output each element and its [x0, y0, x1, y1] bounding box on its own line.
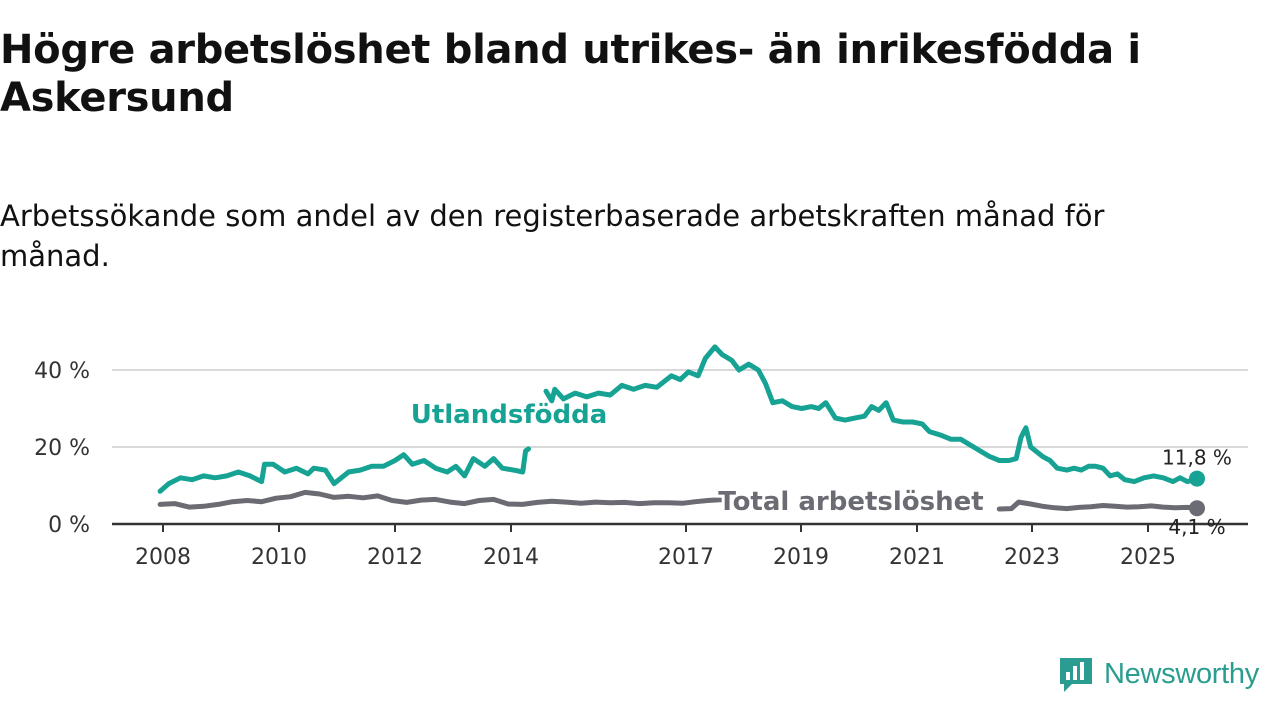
end-value-label-total: 4,1 %	[1168, 515, 1225, 539]
gridlines	[112, 369, 1248, 448]
axes: 0 % 20 % 40 % 2008 2010 2012 2014 2017 2019 2021 2…	[34, 359, 1248, 570]
newsworthy-logo-icon	[1060, 658, 1092, 692]
y-tick-label: 20 %	[34, 436, 90, 461]
x-tick-label: 2012	[367, 545, 423, 570]
x-tick-label: 2008	[135, 545, 191, 570]
x-tick-label: 2010	[251, 545, 307, 570]
x-tick-label: 2014	[483, 545, 539, 570]
x-tick-label: 2019	[773, 545, 829, 570]
y-tick-label: 40 %	[34, 359, 90, 384]
series-annotation-total: Total arbetslöshet	[718, 487, 983, 517]
series-line-utlandsfodda	[157, 446, 531, 494]
x-tick-label: 2017	[658, 545, 714, 570]
chart-subtitle: Arbetssökande som andel av den registerb…	[0, 199, 1105, 273]
brand-name: Newsworthy	[1104, 657, 1259, 690]
y-tick-label: 0 %	[48, 513, 90, 538]
series-line-total	[157, 489, 744, 510]
end-value-label-utlandsfodda: 11,8 %	[1162, 446, 1232, 470]
x-tick-label: 2025	[1120, 545, 1176, 570]
series	[157, 344, 1200, 512]
series-line-utlandsfodda	[543, 344, 1200, 485]
series-line-total	[996, 499, 1200, 512]
x-tick-label: 2021	[889, 545, 945, 570]
x-tick-label: 2023	[1004, 545, 1060, 570]
series-annotation-utlandsfodda: Utlandsfödda	[411, 400, 608, 430]
end-marker-total	[1189, 500, 1205, 517]
chart-title: Högre arbetslöshet bland utrikes- än inr…	[0, 27, 1141, 121]
newsworthy-logo: Newsworthy	[1058, 652, 1259, 696]
labels: 11,8 % 4,1 % Utlandsfödda Total arbetslöshe…	[411, 400, 1232, 539]
end-marker-utlandsfodda	[1189, 470, 1205, 487]
